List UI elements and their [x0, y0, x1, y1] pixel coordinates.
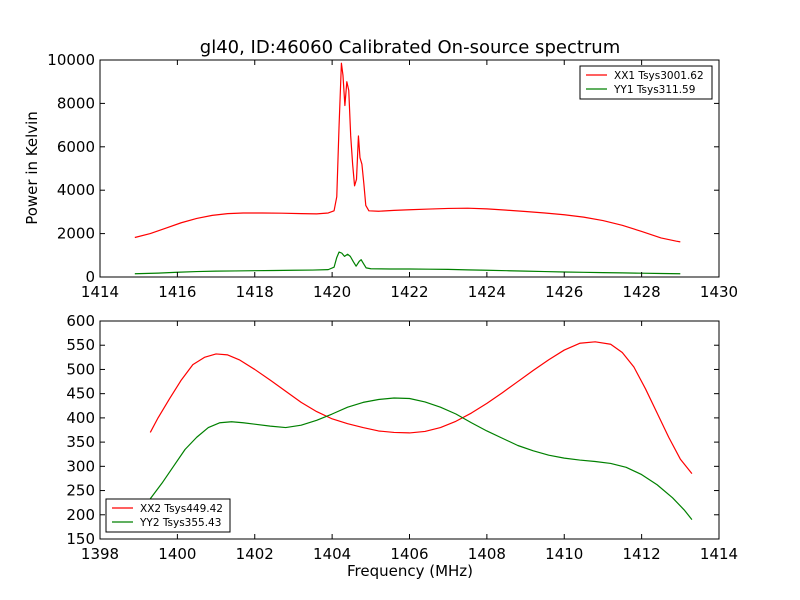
x-tick-label: 1398	[81, 545, 119, 563]
x-tick-label: 1410	[545, 545, 583, 563]
legend-entry: YY1 Tsys311.59	[613, 84, 695, 96]
series-line-1	[149, 341, 693, 474]
x-tick-label: 1422	[390, 283, 428, 301]
legend-entry: XX2 Tsys449.42	[140, 503, 223, 515]
x-tick-label: 1418	[236, 283, 274, 301]
y-tick-label: 600	[66, 312, 95, 330]
y-tick-label: 550	[66, 336, 95, 354]
y-tick-label: 300	[66, 457, 95, 475]
x-tick-label: 1414	[81, 283, 119, 301]
y-tick-label: 4000	[57, 181, 95, 199]
x-tick-label: 1420	[313, 283, 351, 301]
x-tick-label: 1414	[700, 545, 738, 563]
legend-entry: XX1 Tsys3001.62	[614, 70, 704, 82]
x-tick-label: 1426	[545, 283, 583, 301]
y-tick-label: 8000	[57, 94, 95, 112]
x-tick-label: 1408	[468, 545, 506, 563]
y-tick-label: 400	[66, 409, 95, 427]
x-tick-label: 1430	[700, 283, 738, 301]
x-tick-label: 1416	[158, 283, 196, 301]
y-tick-label: 0	[85, 268, 95, 286]
series-line-2	[149, 397, 693, 520]
x-tick-label: 1400	[158, 545, 196, 563]
x-tick-label: 1402	[236, 545, 274, 563]
y-tick-label: 350	[66, 433, 95, 451]
y-tick-label: 2000	[57, 225, 95, 243]
x-tick-label: 1406	[390, 545, 428, 563]
legend-box	[105, 498, 231, 533]
top-subplot: gl40, ID:46060 Calibrated On-source spec…	[23, 37, 738, 301]
y-tick-label: 450	[66, 385, 95, 403]
bottom-subplot: Frequency (MHz) 1398 1400 1402 1404 1406 1408…	[66, 312, 738, 580]
x-tick-label: 1424	[468, 283, 506, 301]
series-line-2	[134, 251, 681, 275]
y-tick-label: 10000	[47, 51, 95, 69]
y-tick-label: 500	[66, 360, 95, 378]
y-tick-label: 6000	[57, 138, 95, 156]
bottom-x-axis-label: Frequency (MHz)	[347, 562, 473, 580]
legend-entry: YY2 Tsys355.43	[139, 517, 221, 529]
x-tick-label: 1428	[623, 283, 661, 301]
legend-box	[579, 65, 713, 100]
y-tick-label: 150	[66, 530, 95, 548]
y-tick-label: 200	[66, 506, 95, 524]
x-tick-label: 1404	[313, 545, 351, 563]
chart-title: gl40, ID:46060 Calibrated On-source spec…	[200, 37, 620, 58]
y-tick-label: 250	[66, 482, 95, 500]
x-tick-label: 1412	[623, 545, 661, 563]
top-y-axis-label: Power in Kelvin	[23, 111, 41, 225]
series-line-1	[134, 62, 681, 243]
